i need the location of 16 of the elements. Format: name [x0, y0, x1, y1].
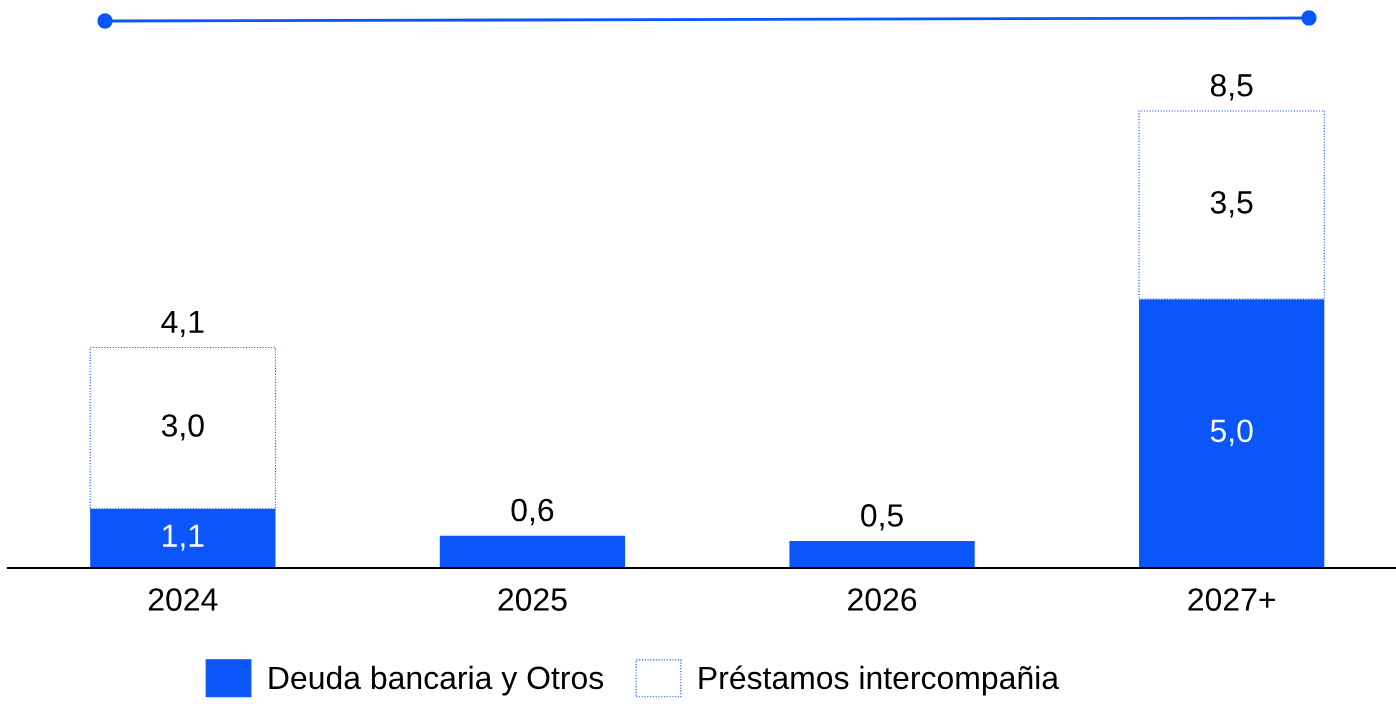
data-label: 0,5 — [861, 504, 903, 531]
total-label: 4,1 — [161, 310, 204, 337]
total-label: 8,5 — [1210, 74, 1253, 101]
data-label: 3,0 — [161, 414, 204, 441]
x-tick-label: 2026 — [848, 588, 917, 611]
bar — [789, 541, 975, 568]
data-label: 1,1 — [163, 524, 204, 551]
data-label: 3,5 — [1210, 191, 1253, 218]
bar — [439, 535, 626, 568]
legend-label: Préstamos intercompañia — [699, 665, 1060, 696]
legend-label: Deuda bancaria y Otros — [269, 665, 604, 696]
data-label: 0,6 — [511, 498, 554, 526]
data-label: 5,0 — [1210, 419, 1253, 446]
x-tick-label: 2025 — [498, 588, 567, 611]
x-tick-label: 2027+ — [1188, 588, 1275, 611]
x-tick-label: 2024 — [148, 588, 218, 611]
